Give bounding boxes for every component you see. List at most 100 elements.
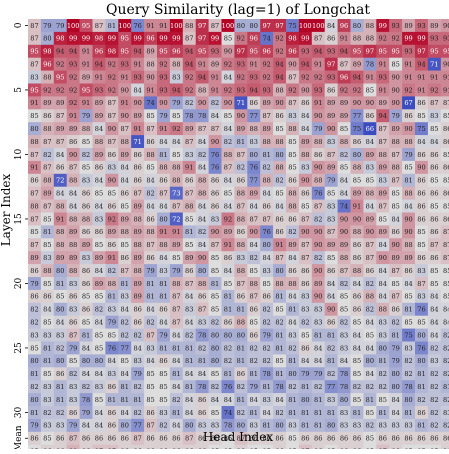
heatmap-cell	[144, 277, 158, 291]
heatmap-cell	[324, 380, 338, 394]
heatmap-cell	[363, 289, 377, 304]
heatmap-cell	[131, 70, 145, 84]
cell-value-label: 86	[366, 267, 374, 275]
heatmap-cell	[427, 96, 442, 110]
cell-value-label: 87	[391, 293, 399, 301]
cell-value-label: 88	[43, 177, 51, 185]
cell-value-label: 82	[30, 318, 38, 326]
heatmap-cell	[208, 328, 222, 342]
cell-value-label: 92	[108, 215, 116, 223]
cell-value-label: 92	[301, 73, 309, 81]
heatmap-cell	[440, 431, 449, 445]
heatmap-cell	[286, 148, 300, 162]
cell-value-label: 90	[404, 125, 412, 133]
cell-value-label: 89	[95, 112, 103, 120]
cell-value-label: 90	[404, 228, 412, 236]
heatmap-cell	[427, 70, 442, 84]
heatmap-cell	[427, 367, 442, 381]
cell-value-label: 88	[314, 177, 322, 185]
heatmap-cell	[247, 264, 261, 278]
heatmap-cell	[66, 44, 80, 58]
heatmap-cell	[144, 57, 158, 71]
cell-value-label: 88	[56, 241, 64, 249]
heatmap-cell	[28, 289, 42, 304]
heatmap-cell	[92, 393, 106, 407]
cell-value-label: 83	[133, 357, 141, 365]
cell-value-label: 88	[185, 22, 193, 30]
cell-value-label: 90	[314, 112, 322, 120]
heatmap-cell	[440, 19, 449, 33]
cell-value-label: 84	[69, 202, 77, 210]
cell-value-label: 86	[108, 241, 116, 249]
cell-value-label: 89	[108, 228, 116, 236]
cell-value-label: 74	[262, 35, 270, 43]
heatmap-cell	[247, 57, 261, 71]
cell-value-label: 88	[404, 241, 412, 249]
heatmap-cell	[376, 109, 390, 123]
heatmap-cell	[247, 148, 261, 162]
cell-value-label: 87	[288, 99, 296, 107]
heatmap-cell	[28, 19, 42, 33]
heatmap-cell	[221, 431, 235, 445]
cell-value-label: 92	[275, 48, 283, 56]
cell-value-label: 90	[353, 99, 361, 107]
heatmap-cell	[260, 277, 274, 291]
cell-value-label: 99	[211, 35, 219, 43]
heatmap-cell	[66, 289, 80, 304]
heatmap-cell	[144, 186, 158, 200]
heatmap-cell	[440, 367, 449, 381]
cell-value-label: 81	[275, 370, 283, 378]
cell-value-label: 86	[417, 151, 425, 159]
heatmap-cell	[169, 418, 184, 433]
heatmap-cell	[350, 367, 364, 381]
cell-value-label: 84	[95, 422, 103, 430]
heatmap-cell	[169, 315, 184, 329]
cell-value-label: 86	[198, 396, 206, 404]
heatmap-cell	[376, 289, 390, 304]
cell-value-label: 95	[121, 48, 129, 56]
heatmap-cell	[324, 431, 338, 445]
cell-value-label: 86	[69, 318, 77, 326]
heatmap-cell	[440, 393, 449, 407]
cell-value-label: 89	[366, 151, 374, 159]
heatmap-cell	[427, 431, 442, 445]
heatmap-cell	[234, 19, 248, 33]
heatmap-cell	[144, 173, 158, 187]
cell-value-label: 94	[340, 48, 348, 56]
heatmap-cell	[376, 212, 390, 226]
heatmap-cell	[208, 57, 222, 71]
heatmap-cell	[144, 302, 158, 316]
heatmap-cell	[389, 264, 403, 278]
cell-value-label: 83	[262, 267, 270, 275]
cell-value-label: 84	[275, 396, 283, 404]
heatmap-cell	[363, 367, 377, 381]
cell-value-label: 85	[185, 215, 193, 223]
cell-value-label: 86	[237, 370, 245, 378]
heatmap-cell	[79, 341, 93, 355]
heatmap-cell	[182, 406, 196, 420]
cell-value-label: 79	[172, 267, 180, 275]
heatmap-cell	[40, 173, 55, 187]
heatmap-cell	[260, 109, 274, 123]
heatmap-cell	[286, 199, 300, 213]
cell-value-label: 90	[340, 215, 348, 223]
heatmap-cell	[195, 302, 209, 316]
heatmap-cell	[402, 431, 416, 445]
cell-value-label: 86	[250, 435, 258, 443]
heatmap-cell	[79, 173, 93, 187]
cell-value-label: 86	[133, 164, 141, 172]
cell-value-label: 80	[391, 383, 399, 391]
heatmap-cell	[92, 109, 106, 123]
cell-value-label: 81	[43, 357, 51, 365]
heatmap-cell	[169, 289, 184, 304]
heatmap-cell	[66, 31, 80, 46]
heatmap-cell	[105, 148, 119, 162]
heatmap-cell	[105, 264, 119, 278]
heatmap-cell	[105, 238, 119, 252]
cell-value-label: 82	[366, 280, 374, 288]
heatmap-cell	[79, 31, 93, 46]
cell-value-label: 81	[56, 396, 64, 404]
cell-value-label: 83	[353, 422, 361, 430]
cell-value-label: 86	[211, 177, 219, 185]
cell-value-label: 84	[95, 202, 103, 210]
